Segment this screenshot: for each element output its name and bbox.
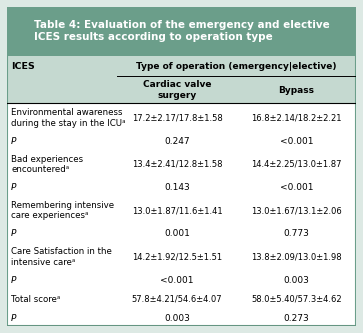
Bar <box>7 272 356 288</box>
Text: Bad experiences
encounteredᵃ: Bad experiences encounteredᵃ <box>11 155 83 174</box>
Text: 0.001: 0.001 <box>164 229 190 238</box>
Bar <box>7 103 356 134</box>
Bar <box>7 180 356 195</box>
Bar <box>7 226 356 241</box>
Text: Table 4: Evaluation of the emergency and elective
ICES results according to oper: Table 4: Evaluation of the emergency and… <box>34 20 329 42</box>
Text: 0.003: 0.003 <box>164 314 190 323</box>
Text: 0.143: 0.143 <box>164 183 190 192</box>
Text: Bypass: Bypass <box>278 86 314 95</box>
Text: 0.773: 0.773 <box>284 229 310 238</box>
Text: Total scoreᵃ: Total scoreᵃ <box>11 295 60 304</box>
Text: 14.4±2.25/13.0±1.87: 14.4±2.25/13.0±1.87 <box>251 160 342 169</box>
Text: Remembering intensive
care experiencesᵃ: Remembering intensive care experiencesᵃ <box>11 201 114 220</box>
Text: 16.8±2.14/18.2±2.21: 16.8±2.14/18.2±2.21 <box>251 114 342 123</box>
Bar <box>7 134 356 149</box>
Text: 13.0±1.87/11.6±1.41: 13.0±1.87/11.6±1.41 <box>132 206 223 215</box>
Bar <box>7 78 356 103</box>
Text: 13.4±2.41/12.8±1.58: 13.4±2.41/12.8±1.58 <box>132 160 223 169</box>
Text: 13.0±1.67/13.1±2.06: 13.0±1.67/13.1±2.06 <box>251 206 342 215</box>
Text: P: P <box>11 183 16 192</box>
Text: Cardiac valve
surgery: Cardiac valve surgery <box>143 81 211 100</box>
Text: Environmental awareness
during the stay in the ICUᵃ: Environmental awareness during the stay … <box>11 108 126 128</box>
Text: 13.8±2.09/13.0±1.98: 13.8±2.09/13.0±1.98 <box>251 252 342 261</box>
Text: 0.247: 0.247 <box>164 137 190 146</box>
Text: ICES: ICES <box>11 62 35 71</box>
Text: 57.8±4.21/54.6±4.07: 57.8±4.21/54.6±4.07 <box>132 295 223 304</box>
Bar <box>7 288 356 311</box>
Text: 0.273: 0.273 <box>284 314 309 323</box>
Bar <box>7 7 356 56</box>
Text: 14.2±1.92/12.5±1.51: 14.2±1.92/12.5±1.51 <box>132 252 222 261</box>
Bar <box>7 195 356 226</box>
Text: 58.0±5.40/57.3±4.62: 58.0±5.40/57.3±4.62 <box>251 295 342 304</box>
Text: Type of operation (emergency|elective): Type of operation (emergency|elective) <box>136 62 337 71</box>
Bar <box>7 241 356 272</box>
Bar <box>7 311 356 326</box>
Text: P: P <box>11 276 16 285</box>
Text: <0.001: <0.001 <box>280 183 313 192</box>
Text: Care Satisfaction in the
intensive careᵃ: Care Satisfaction in the intensive careᵃ <box>11 247 112 267</box>
Text: P: P <box>11 229 16 238</box>
Text: <0.001: <0.001 <box>280 137 313 146</box>
Text: P: P <box>11 314 16 323</box>
Text: 0.003: 0.003 <box>284 276 310 285</box>
Bar <box>7 56 356 78</box>
Text: 17.2±2.17/17.8±1.58: 17.2±2.17/17.8±1.58 <box>132 114 223 123</box>
Bar <box>7 149 356 180</box>
Text: <0.001: <0.001 <box>160 276 194 285</box>
Text: P: P <box>11 137 16 146</box>
